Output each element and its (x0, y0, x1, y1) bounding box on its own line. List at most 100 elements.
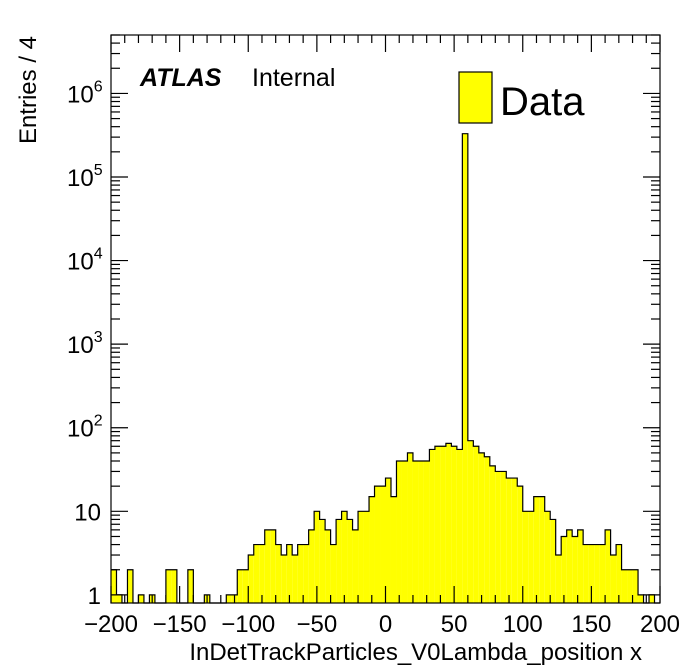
histogram-bar (566, 529, 573, 603)
histogram-bar (649, 594, 655, 603)
histogram-bar (385, 478, 391, 603)
histogram-bar (528, 511, 534, 603)
histogram-bar (401, 461, 408, 603)
histogram-bar (259, 544, 265, 603)
histogram-bar (242, 569, 249, 603)
histogram-bar (423, 461, 430, 603)
y-tick-exponent: 3 (94, 329, 103, 346)
histogram-bar (407, 452, 413, 603)
histogram-bar (577, 529, 584, 603)
x-axis-title: InDetTrackParticles_V0Lambda_position x (189, 639, 642, 666)
histogram-bar (286, 544, 293, 603)
histogram-bar (237, 569, 243, 603)
histogram-bar (478, 452, 485, 603)
histogram-bar (500, 471, 507, 603)
axis-ticks (110, 34, 661, 603)
y-tick-label: 1 (88, 583, 101, 610)
histogram-bar (412, 461, 419, 603)
histogram-bar (583, 544, 589, 603)
histogram-bar (484, 456, 490, 603)
histogram-bar (358, 511, 364, 603)
histogram-bar (632, 569, 639, 603)
histogram-bar (281, 555, 287, 603)
internal-label: Internal (252, 64, 335, 92)
histogram-bar (462, 133, 468, 603)
histogram-bar (627, 569, 633, 603)
x-tick-label: −50 (297, 611, 338, 638)
histogram-bar (445, 443, 452, 603)
legend-label: Data (500, 80, 585, 124)
histogram-bar (127, 569, 133, 603)
histogram-bar (467, 440, 474, 603)
histogram-bar (264, 529, 271, 603)
x-tick-label: −150 (153, 611, 207, 638)
x-tick-label: 50 (441, 611, 468, 638)
histogram-bar (369, 496, 375, 603)
histogram-bar (380, 486, 386, 603)
histogram-bar (253, 544, 260, 603)
atlas-label: ATLAS (139, 64, 222, 92)
histogram-bar (599, 544, 606, 603)
histogram-bar (550, 519, 556, 603)
histogram-bar (588, 544, 595, 603)
histogram-bar (319, 519, 326, 603)
histogram-bar (440, 446, 446, 603)
histogram-bar (396, 461, 402, 603)
histogram-bar (303, 544, 309, 603)
histogram-bar (533, 496, 540, 603)
histogram-bar (248, 555, 254, 603)
histogram-bar (561, 536, 567, 603)
histogram-bar (544, 511, 551, 603)
histogram-bar (555, 555, 562, 603)
histogram-bar (352, 529, 359, 603)
histogram-bar (434, 446, 441, 603)
histogram-bar (374, 486, 381, 603)
x-tick-label: −200 (84, 611, 138, 638)
histogram-bar (517, 486, 523, 603)
histogram-bars (111, 133, 655, 603)
histogram-bar (594, 544, 600, 603)
histogram-bar (226, 594, 232, 603)
histogram-bar (616, 544, 622, 603)
legend-swatch (458, 71, 493, 124)
histogram-bar (187, 569, 194, 603)
histogram-bar (314, 511, 320, 603)
histogram-bar (511, 478, 518, 603)
y-tick-exponent: 6 (94, 78, 103, 95)
histogram-bar (292, 555, 298, 603)
x-tick-label: 100 (503, 611, 543, 638)
histogram-bar (451, 446, 457, 603)
histogram-bar (363, 511, 370, 603)
histogram-bar (297, 544, 304, 603)
y-tick-exponent: 2 (94, 413, 103, 430)
histogram-bar (418, 461, 424, 603)
y-tick-exponent: 5 (94, 162, 103, 179)
histogram-bar (456, 449, 463, 603)
histogram-bar (495, 471, 501, 603)
x-tick-label: 0 (379, 611, 392, 638)
histogram-bar (308, 529, 315, 603)
x-tick-labels: −200 −150 −100 −50 0 50 100 150 200 (84, 611, 680, 638)
histogram-bar (621, 569, 628, 603)
x-tick-label: 200 (640, 611, 680, 638)
histogram-bar (429, 449, 435, 603)
histogram-bar (347, 519, 353, 603)
histogram-bar (489, 465, 496, 603)
y-axis-title: Entries / 4 (15, 36, 42, 144)
histogram-bar (270, 529, 276, 603)
y-tick-exponent: 4 (94, 246, 103, 263)
histogram-bar (473, 446, 479, 603)
y-tick-label: 10 (74, 499, 101, 526)
histogram-bar (610, 555, 617, 603)
histogram-bar (506, 478, 512, 603)
histogram-bar (572, 536, 578, 603)
histogram-bar (341, 511, 348, 603)
histogram-bar (330, 544, 337, 603)
histogram-bar (165, 569, 172, 603)
histogram-bar (605, 529, 611, 603)
histogram-bar (325, 529, 331, 603)
histogram-bar (116, 594, 122, 603)
histogram-bar (138, 594, 144, 603)
